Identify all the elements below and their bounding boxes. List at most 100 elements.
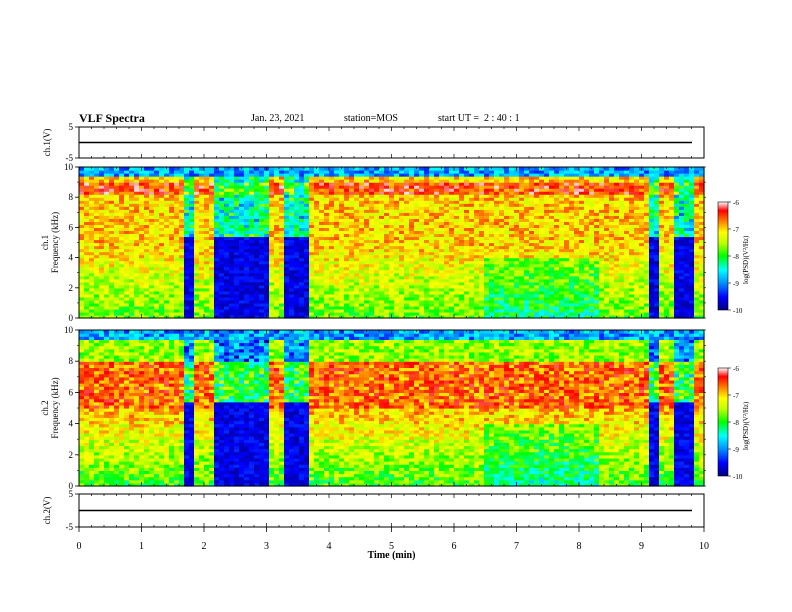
spectrogram-cell <box>134 272 140 277</box>
spectrogram-cell <box>84 218 90 222</box>
spectrogram-cell <box>129 275 135 280</box>
spectrogram-cell <box>79 251 85 256</box>
spectrogram-cell <box>204 266 210 271</box>
spectrogram-cell <box>114 221 120 225</box>
spectrogram-cell <box>99 293 105 298</box>
spectrogram-cell <box>129 257 135 262</box>
spectrogram-cell <box>174 275 180 280</box>
spectrogram-cell <box>84 257 90 262</box>
spectrogram-cell <box>204 218 210 222</box>
spectrogram-cell <box>84 296 90 301</box>
spectrogram-cell <box>179 263 185 268</box>
spectrogram-cell <box>149 254 155 259</box>
spectrogram-cell <box>99 185 105 189</box>
spectrogram-cell <box>84 290 90 295</box>
spectrogram-cell <box>159 275 165 280</box>
spectrogram-cell <box>179 185 185 189</box>
spectrogram-cell <box>194 230 200 235</box>
spectrogram-cell <box>149 308 155 313</box>
spectrogram-cell <box>184 173 190 177</box>
spectrogram-cell <box>114 308 120 313</box>
spectrogram-cell <box>154 224 160 228</box>
spectrogram-cell <box>114 290 120 295</box>
spectrogram-cell <box>104 185 110 189</box>
spectrogram-cell <box>104 236 110 241</box>
spectrogram-cell <box>139 281 145 286</box>
spectrogram-cell <box>179 167 185 171</box>
spectrogram-cell <box>179 173 185 177</box>
spectrogram-cell <box>209 227 215 232</box>
spectrogram-cell <box>169 305 175 310</box>
spectrogram-cell <box>139 194 145 198</box>
spectrogram-cell <box>189 239 195 244</box>
spectrogram-cell <box>84 299 90 304</box>
spectrogram-cell <box>134 296 140 301</box>
spectrogram-cell <box>124 170 130 174</box>
spectrogram-cell <box>169 266 175 271</box>
spectrogram-cell <box>79 185 85 189</box>
spectrogram-cell <box>79 257 85 262</box>
spectrogram-cell <box>144 191 150 195</box>
spectrogram-cell <box>184 242 190 247</box>
spectrogram-cell <box>129 215 135 219</box>
spectrogram-cell <box>89 176 95 180</box>
spectrogram-cell <box>104 176 110 180</box>
spectrogram-cell <box>84 305 90 310</box>
spectrogram-cell <box>194 278 200 283</box>
spectrogram-cell <box>204 227 210 232</box>
spectrogram-cell <box>199 311 205 316</box>
spectrogram-cell <box>204 173 210 177</box>
spectrogram-cell <box>114 263 120 268</box>
spectrogram-cell <box>209 233 215 238</box>
spectrogram-cell <box>94 293 100 298</box>
spectrogram-cell <box>94 170 100 174</box>
spectrogram-cell <box>174 197 180 201</box>
spectrogram-cell <box>159 176 165 180</box>
spectrogram-cell <box>119 269 125 274</box>
spectrogram-cell <box>139 296 145 301</box>
spectrogram-cell <box>84 224 90 228</box>
spectrogram-cell <box>169 185 175 189</box>
spectrogram-cell <box>194 254 200 259</box>
spectrogram-cell <box>124 287 130 292</box>
spectrogram-cell <box>169 236 175 241</box>
spectrogram-cell <box>154 233 160 238</box>
spectrogram-cell <box>179 209 185 213</box>
spectrogram-cell <box>154 245 160 250</box>
spectrogram-cell <box>79 239 85 244</box>
spectrogram-cell <box>129 269 135 274</box>
spectrogram-cell <box>114 191 120 195</box>
spectrogram-cell <box>99 278 105 283</box>
spectrogram-cell <box>94 194 100 198</box>
spectrogram-cell <box>124 230 130 235</box>
spectrogram-cell <box>119 260 125 265</box>
spectrogram-cell <box>189 221 195 225</box>
spectrogram-cell <box>129 185 135 189</box>
spectrogram-cell <box>129 224 135 228</box>
spectrogram-cell <box>134 305 140 310</box>
spectrogram-cell <box>109 257 115 262</box>
spectrogram-cell <box>154 236 160 241</box>
spectrogram-cell <box>159 215 165 219</box>
spectrogram-cell <box>214 269 220 274</box>
spectrogram-cell <box>189 173 195 177</box>
spectrogram-cell <box>179 290 185 295</box>
spectrogram-cell <box>444 167 450 171</box>
spectrogram-cell <box>94 224 100 228</box>
spectrogram-cell <box>154 284 160 289</box>
spectrogram-cell <box>154 299 160 304</box>
spectrogram-cell <box>129 182 135 186</box>
spectrogram-cell <box>144 293 150 298</box>
spectrogram-cell <box>144 233 150 238</box>
spectrogram-cell <box>134 185 140 189</box>
spectrogram-cell <box>204 203 210 207</box>
spectrogram-cell <box>129 302 135 307</box>
spectrogram-cell <box>84 191 90 195</box>
spectrogram-cell <box>199 272 205 277</box>
spectrogram-cell <box>159 248 165 253</box>
spectrogram-cell <box>119 251 125 256</box>
spectrogram-cell <box>94 305 100 310</box>
spectrogram-cell <box>184 275 190 280</box>
spectrogram-cell <box>164 239 170 244</box>
spectrogram-cell <box>139 293 145 298</box>
